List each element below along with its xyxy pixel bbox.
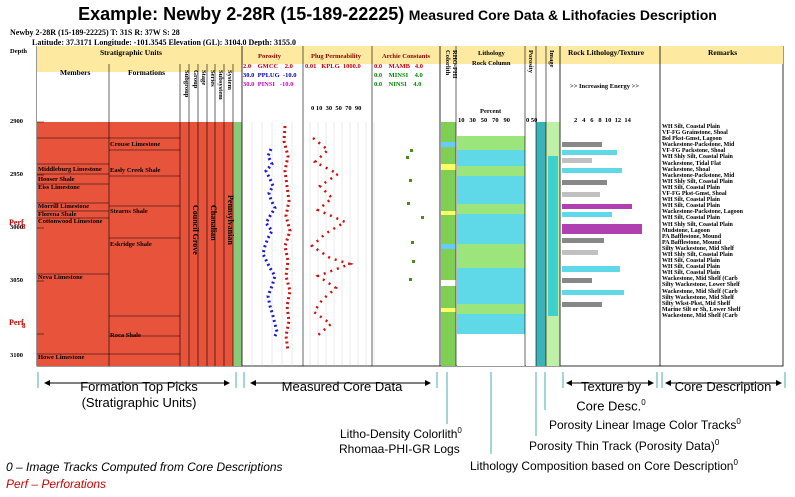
- percent-ticks: 10 30 50 70 90: [458, 117, 510, 124]
- formation-label: Crouse Limestone: [110, 141, 161, 148]
- gmcc-series: [282, 125, 292, 352]
- log-panel: 8 8: [22, 46, 784, 367]
- archie-points: [406, 149, 424, 281]
- svg-text:8: 8: [22, 322, 26, 330]
- strat-subheader: [37, 64, 242, 72]
- porosity-image-band: [548, 156, 558, 316]
- depth-2900: 2900: [10, 118, 23, 125]
- porosity-thin-track: [526, 122, 536, 366]
- title-sub: Measured Core Data & Lithofacies Descrip…: [408, 7, 717, 23]
- archie-header: Archie Constants: [382, 53, 431, 60]
- depth-header: Depth: [10, 48, 27, 55]
- percent-header: Percent: [480, 108, 502, 115]
- system-header: System: [226, 70, 233, 90]
- well-header-line1: Newby 2-28R (15-189-22225) T: 31S R: 37W…: [10, 28, 180, 37]
- lithology-header: Lithology: [478, 50, 505, 57]
- caption-litho-comp: Lithology Composition based on Core Desc…: [470, 458, 738, 473]
- remarks-list: WH Silt, Coastal Plain VF-FG Grainstone, …: [662, 124, 743, 319]
- colorlith-bands: [441, 142, 456, 312]
- strat-units-header: Stratigraphic Units: [100, 48, 162, 57]
- stage-label: Chanalian: [209, 205, 218, 241]
- legend-pinsi: 30.0 PINSI -10.0: [243, 81, 294, 88]
- stage-header: Stage: [200, 70, 207, 86]
- bracket-layer: [37, 372, 786, 454]
- caption-formation-tops: Formation Top Picks (Stratigraphic Units…: [80, 379, 198, 410]
- depth-tick-lines: [37, 121, 44, 335]
- system-strip: [233, 122, 242, 366]
- member-label: Cottonwood Limestone: [38, 218, 103, 225]
- formations-header: Formations: [128, 68, 166, 77]
- depth-3000: 3000: [10, 224, 23, 231]
- legend-minsi: 0.0 MINSI 4.0: [374, 72, 423, 79]
- footnote-perf: Perf – Perforations: [6, 477, 107, 491]
- strat-header: [37, 64, 242, 122]
- lithology-blocks: [457, 136, 525, 334]
- series-header: Series: [209, 70, 216, 87]
- colorlith-header: Colorlith: [444, 50, 451, 76]
- plug-perm-header: Plug Permeability: [311, 53, 362, 60]
- formation-label: Roca Shale: [110, 332, 141, 339]
- member-label: Florena Shale: [38, 211, 77, 218]
- caption-litho-density: Litho-Density Colorlith0: [340, 426, 462, 441]
- subsystem-header: Subsystem: [217, 70, 224, 100]
- texture-bars: [562, 142, 642, 307]
- member-label: Morrill Limestone: [38, 203, 90, 210]
- footnote-image-tracks: 0 – Image Tracks Computed from Core Desc…: [6, 460, 283, 474]
- caption-porosity-thin: Porosity Thin Track (Porosity Data)0: [529, 438, 720, 453]
- member-label: Middleburg Limestone: [38, 166, 102, 173]
- porosity-header: Porosity: [258, 53, 281, 60]
- header-band: [37, 46, 783, 64]
- depth-2950: 2950: [10, 171, 23, 178]
- rock-column-header: Rock Column: [472, 60, 511, 67]
- legend-mamb: 0.0 MAMB 4.0: [374, 63, 423, 70]
- depth-3050: 3050: [10, 277, 23, 284]
- rock-lith-header: Rock Lithology/Texture: [568, 48, 645, 57]
- depth-3100: 3100: [10, 352, 23, 359]
- group-header: Group: [192, 70, 199, 89]
- title-main: Example: Newby 2-28R (15-189-22225): [78, 4, 405, 24]
- porosity2-header: Porosity: [527, 50, 534, 73]
- caption-core-description: Core Description: [674, 379, 772, 394]
- legend-pplug: 30.0 PPLUG -10.0: [243, 72, 297, 79]
- legend-ninsi: 0.0 NINSI 4.0: [374, 81, 422, 88]
- rho-phi-header: RHO-PHI: [451, 50, 458, 79]
- energy-ticks: 2 4 6 8 10 12 14: [574, 117, 631, 124]
- legend-gmcc: 2.0 GMCC 2.0: [243, 63, 293, 70]
- formation-label: Eskridge Shale: [110, 241, 152, 248]
- perm-ticks: 0 10 30 50 70 90: [311, 105, 362, 112]
- legend-kplg: 0.01 KPLG 1000.0: [305, 63, 361, 70]
- member-label: Neva Limestone: [38, 274, 83, 281]
- figure-title: Example: Newby 2-28R (15-189-22225) Meas…: [0, 4, 795, 25]
- member-boundaries: [37, 137, 180, 355]
- member-label: Eiss Limestone: [38, 184, 80, 191]
- formation-label: Easly Creek Shale: [110, 167, 161, 174]
- porosity-image-track-1: [536, 122, 546, 366]
- caption-porosity-linear: Porosity Linear Image Color Tracks0: [549, 417, 741, 432]
- members-header: Members: [60, 68, 91, 77]
- image-header: Image: [548, 50, 555, 68]
- subgroup-header: Subgroup: [183, 70, 190, 98]
- caption-measured-core: Measured Core Data: [281, 379, 403, 394]
- caption-rhomaa: Rhomaa-PHI-GR Logs: [339, 442, 460, 456]
- porosity-ticks: 0 50: [526, 117, 538, 124]
- group-label: Council Grove: [191, 205, 200, 255]
- system-label: Pennsylvanian: [226, 195, 235, 245]
- remarks-header: Remarks: [708, 48, 738, 57]
- perf-label-1: Perf: [9, 218, 24, 227]
- perf-label-2: Perf: [9, 318, 24, 327]
- member-label: Howe Limestone: [38, 354, 85, 361]
- strat-column-fill: [37, 122, 242, 366]
- formation-label: Stearns Shale: [110, 208, 148, 215]
- energy-header: >> Increasing Energy >>: [570, 83, 640, 90]
- caption-texture: Texture by Core Desc.0: [576, 379, 646, 414]
- well-header-line2: Latitude: 37.3171 Longitude: -101.3545 E…: [32, 38, 296, 47]
- member-label: Hooser Shale: [38, 176, 75, 183]
- svg-text:8: 8: [22, 223, 26, 231]
- kplg-series: [309, 137, 354, 337]
